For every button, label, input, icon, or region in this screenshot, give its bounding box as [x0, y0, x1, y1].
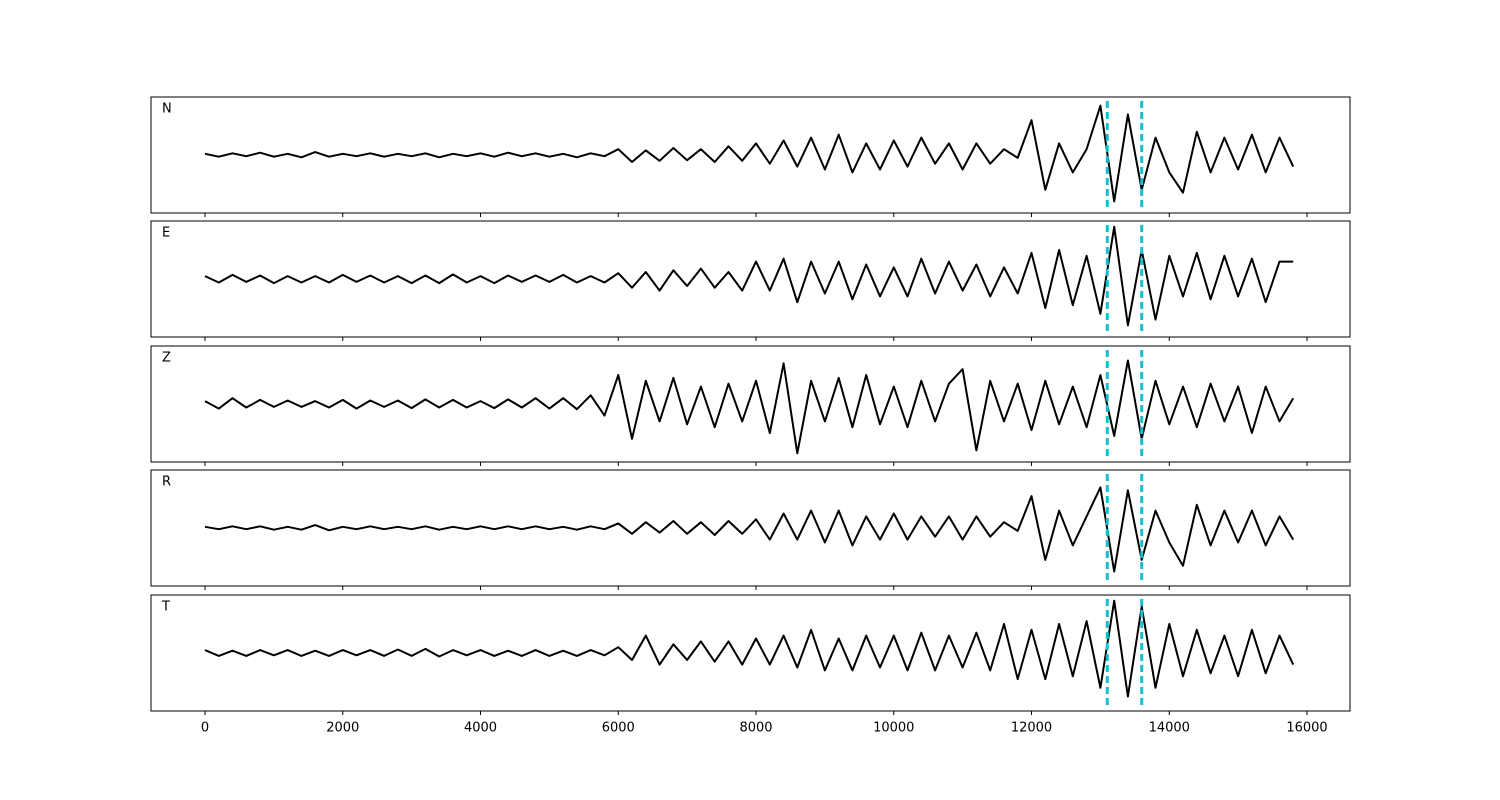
panel-label: E: [162, 226, 170, 241]
trace: [204, 486, 1295, 573]
trace: [204, 359, 1295, 455]
x-tick-label: 0: [201, 721, 209, 736]
x-tick-label: 12000: [1011, 721, 1052, 736]
panel-label: Z: [162, 351, 171, 366]
x-tick-label: 2000: [326, 721, 359, 736]
trace: [204, 104, 1295, 203]
x-tick-label: 10000: [873, 721, 914, 736]
panel-frame: [150, 345, 1351, 463]
trace: [204, 599, 1295, 698]
x-tick-label: 4000: [464, 721, 497, 736]
trace: [204, 225, 1294, 327]
panel-label: T: [161, 600, 170, 615]
panel-label: R: [162, 475, 171, 490]
panel-frame: [150, 594, 1351, 712]
panel-frame: [150, 469, 1351, 587]
panel-frame: [150, 220, 1351, 338]
x-tick-label: 6000: [602, 721, 635, 736]
x-tick-label: 8000: [739, 721, 772, 736]
panel-label: N: [162, 102, 172, 117]
x-tick-label: 14000: [1149, 721, 1190, 736]
x-tick-label: 16000: [1286, 721, 1327, 736]
panel-frame: [150, 96, 1351, 214]
